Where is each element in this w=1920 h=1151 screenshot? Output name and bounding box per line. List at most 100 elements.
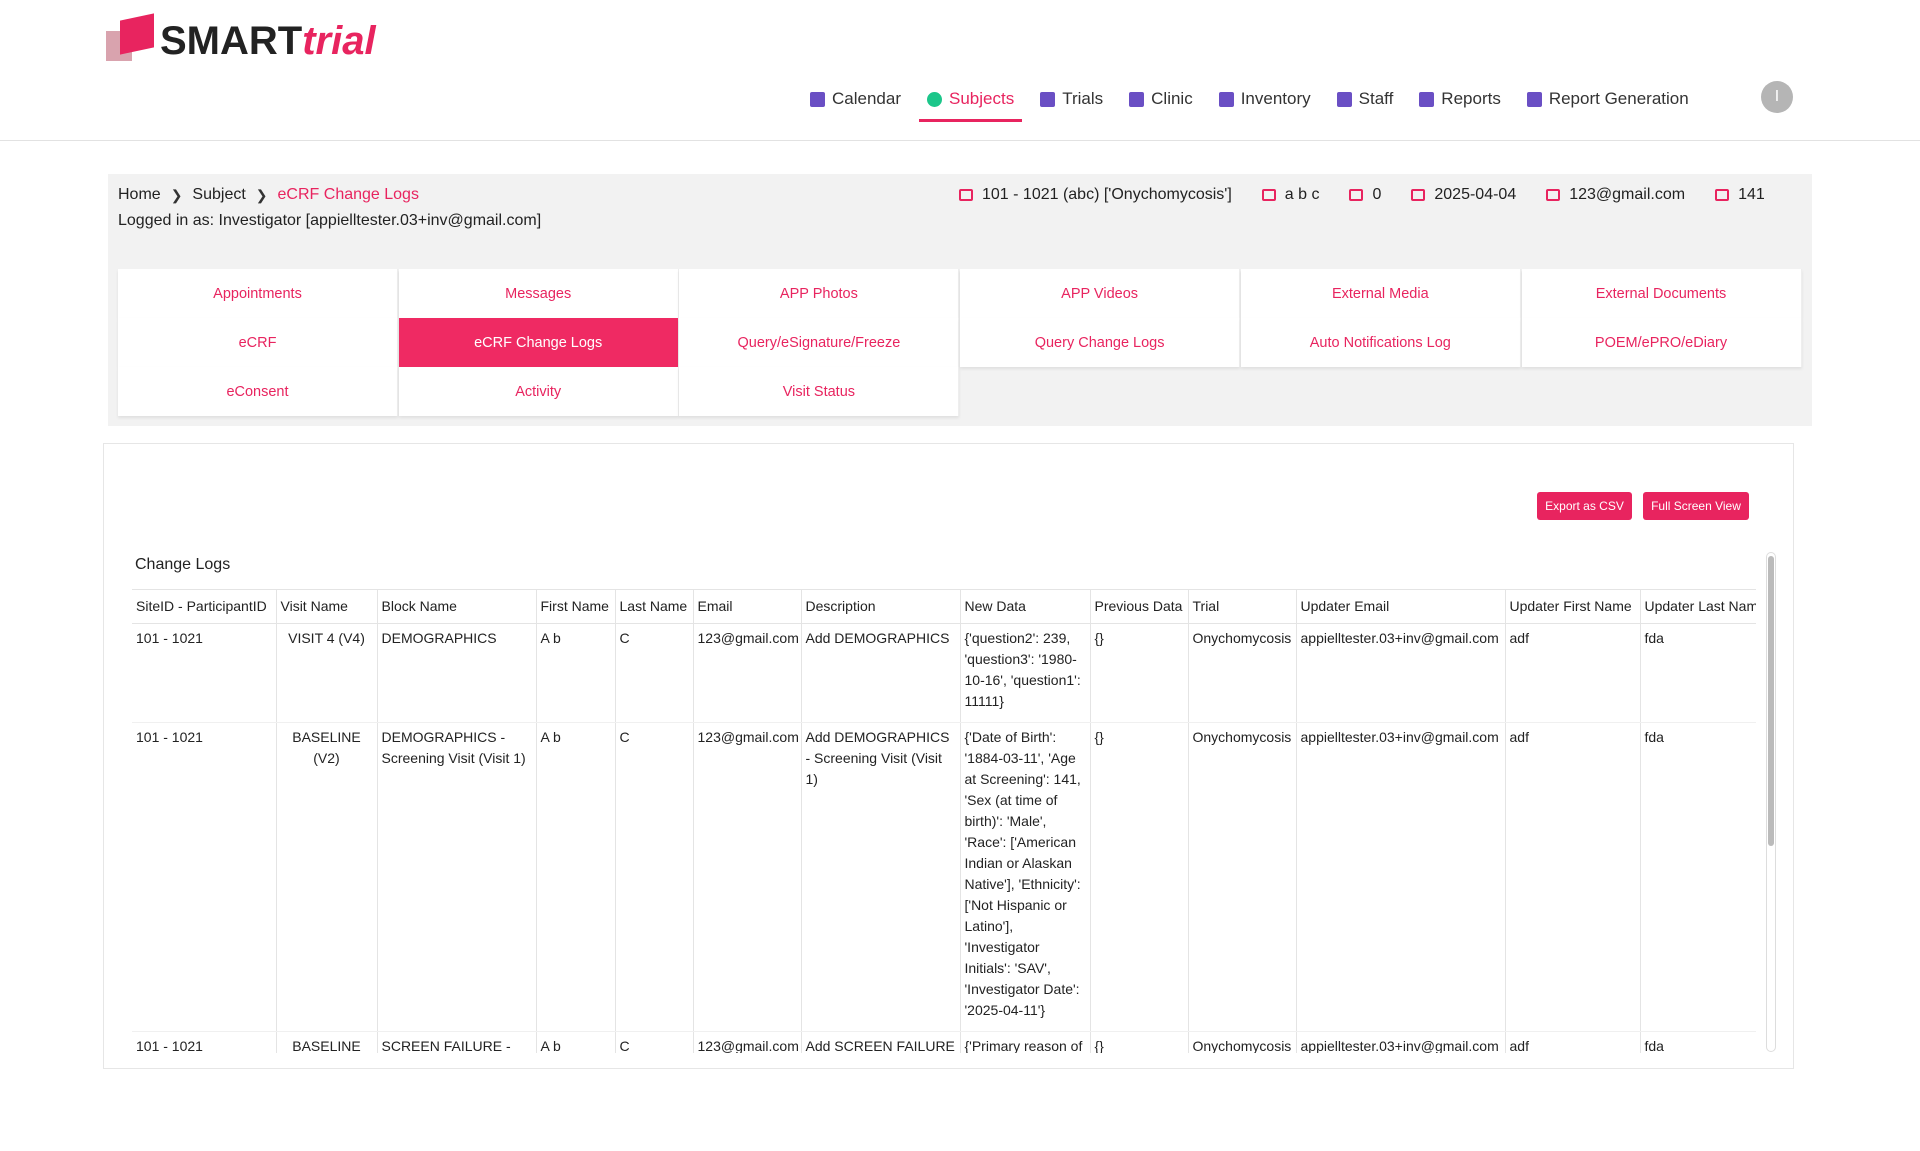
column-header: Updater Email [1296, 589, 1506, 624]
tab[interactable]: Messages [398, 269, 679, 318]
logged-in: Logged in as: Investigator [appiellteste… [118, 212, 542, 229]
info-icon [1349, 189, 1364, 201]
breadcrumb-sep: ❯ [170, 186, 183, 203]
scrollbar-thumb[interactable] [1768, 556, 1774, 846]
info-item: 101 - 1021 (abc) ['Onychomycosis'] [959, 186, 1232, 204]
logo-text: trial [302, 18, 376, 63]
breadcrumb: Home ❯ Subject ❯ eCRF Change Logs [118, 186, 419, 204]
logo-mark [106, 13, 154, 65]
column-header: Email [693, 589, 802, 624]
info-text: 0 [1372, 186, 1382, 203]
table-row: 101 - 1021 VISIT 4 (V4) DEMOGRAPHICS A b C 12… [132, 623, 1756, 723]
nav-label: Clinic [1151, 89, 1193, 108]
table-cell: adf [1505, 1031, 1641, 1053]
table-cell: A b [536, 722, 616, 1032]
table-cell: SCREEN FAILURE - Baseline Visit (Visit 2… [377, 1031, 537, 1053]
breadcrumb-item[interactable]: Home [118, 186, 161, 203]
info-item: 2025-04-04 [1411, 186, 1516, 204]
tab[interactable]: Query/eSignature/Freeze [679, 318, 960, 367]
breadcrumb-item[interactable]: Subject [192, 186, 246, 203]
nav-item[interactable]: Report Generation [1526, 84, 1689, 114]
table-cell: C [615, 623, 694, 723]
breadcrumb-item[interactable]: eCRF Change Logs [277, 186, 419, 203]
tab[interactable]: Query Change Logs [960, 318, 1241, 367]
column-header: Description [801, 589, 961, 624]
nav-icon [1129, 91, 1145, 107]
table-cell: 123@gmail.com [693, 623, 802, 723]
export-button[interactable]: Export as CSV [1537, 492, 1632, 520]
table-cell: {} [1090, 623, 1189, 723]
info-text: a b c [1284, 186, 1320, 203]
info-text: 101 - 1021 (abc) ['Onychomycosis'] [982, 186, 1232, 203]
info-item: 0 [1349, 186, 1381, 204]
nav-item[interactable]: Inventory [1218, 84, 1311, 114]
table-row: 101 - 1021 BASELINE (V2) DEMOGRAPHICS - Sc… [132, 722, 1756, 1032]
table-cell: fda [1640, 1031, 1756, 1053]
info-item: 141 [1715, 186, 1765, 204]
nav-item[interactable]: Subjects [918, 84, 1023, 122]
column-header: Visit Name [276, 589, 378, 624]
table-cell: 123@gmail.com [693, 722, 802, 1032]
tab[interactable]: eConsent [118, 367, 398, 416]
table-cell: fda [1640, 623, 1756, 723]
column-header: Block Name [377, 589, 537, 624]
tab[interactable]: eCRF [118, 318, 398, 367]
subject-info: 101 - 1021 (abc) ['Onychomycosis'] a b c 0… [959, 186, 1795, 204]
table-title: Change Logs [135, 556, 231, 573]
table-cell: fda [1640, 722, 1756, 1032]
table-cell: C [615, 722, 694, 1032]
tab[interactable]: External Media [1240, 269, 1521, 318]
table-cell: appielltester.03+inv@gmail.com [1296, 722, 1506, 1032]
avatar[interactable]: I [1761, 81, 1793, 113]
table-cell: DEMOGRAPHICS [377, 623, 537, 723]
info-icon [1261, 189, 1276, 201]
scrollbar[interactable] [1766, 552, 1776, 1052]
table-cell: 101 - 1021 [132, 1031, 277, 1053]
info-icon [1715, 189, 1730, 201]
tab[interactable]: Appointments [118, 269, 398, 318]
tab[interactable]: External Documents [1521, 269, 1802, 318]
nav-label: Inventory [1240, 89, 1311, 108]
info-text: 123@gmail.com [1569, 186, 1686, 203]
tab[interactable]: Activity [398, 367, 679, 416]
table-wrap: SiteID - ParticipantID Visit Name Block Na… [132, 589, 1756, 1053]
nav-item[interactable]: Clinic [1129, 84, 1193, 114]
table-cell: BASELINE (V2) [276, 722, 378, 1032]
nav-label: Trials [1062, 89, 1104, 108]
tab[interactable]: eCRF Change Logs [398, 318, 679, 367]
nav-item[interactable]: Calendar [810, 84, 901, 114]
tab[interactable]: APP Videos [960, 269, 1241, 318]
info-item: a b c [1261, 186, 1320, 204]
nav-label: Calendar [832, 89, 901, 108]
info-text: 2025-04-04 [1434, 186, 1517, 203]
table-cell: A b [536, 623, 616, 723]
logo[interactable]: SMART trial [106, 13, 376, 66]
nav-item[interactable]: Trials [1040, 84, 1103, 114]
column-header: SiteID - ParticipantID [132, 589, 277, 624]
column-header: New Data [960, 589, 1091, 624]
table-cell: {} [1090, 722, 1189, 1032]
tab[interactable]: APP Photos [679, 269, 960, 318]
table-cell: {'Primary reason of screen failure': [960, 1031, 1091, 1053]
nav-icon [810, 91, 825, 107]
column-header: Previous Data [1090, 589, 1189, 624]
column-header: Trial [1188, 589, 1297, 624]
nav-icon [1419, 91, 1435, 107]
column-header: First Name [536, 589, 616, 624]
tab[interactable]: Auto Notifications Log [1240, 318, 1521, 367]
info-item: 123@gmail.com [1546, 186, 1685, 204]
nav-label: Staff [1358, 89, 1394, 108]
table-cell: appielltester.03+inv@gmail.com [1296, 623, 1506, 723]
info-icon [1411, 189, 1426, 201]
tab[interactable]: POEM/ePRO/eDiary [1521, 318, 1802, 367]
table-cell: {'question2': 239, 'question3': '1980-10… [960, 623, 1091, 723]
nav-item[interactable]: Staff [1336, 84, 1394, 114]
info-text: 141 [1738, 186, 1765, 203]
fullscreen-button[interactable]: Full Screen View [1643, 492, 1749, 520]
table-cell: Onychomycosis [1188, 722, 1297, 1032]
table-cell: BASELINE (V2) [276, 1031, 378, 1053]
tab[interactable]: Visit Status [679, 367, 960, 416]
nav-item[interactable]: Reports [1419, 84, 1501, 114]
